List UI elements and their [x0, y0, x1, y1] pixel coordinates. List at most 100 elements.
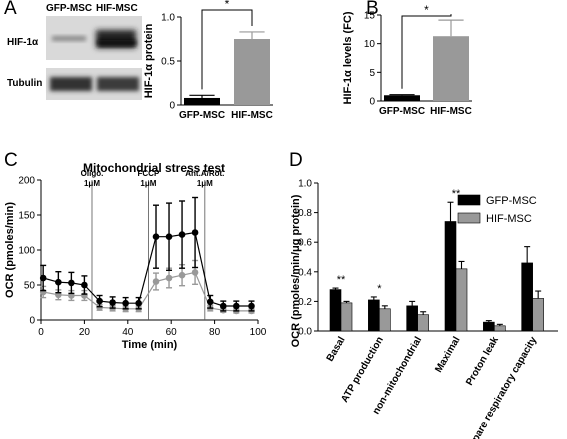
panel-c-xtick-label: 0: [38, 327, 44, 338]
blot-lane-label-gfp: GFP-MSC: [46, 3, 93, 14]
panel-c-injection-dose-2: 1μM: [197, 179, 213, 188]
panel-letter-d: D: [289, 150, 303, 171]
panel-c-point: [191, 229, 199, 236]
panel-c-point: [206, 298, 214, 306]
panel-d-ytick-label: 0.4: [298, 267, 312, 278]
panel-b-category-label-0: GFP-MSC: [379, 106, 425, 117]
panel-a-category-label-0: GFP-MSC: [179, 110, 225, 121]
panel-d-ytick-label: 1.0: [298, 179, 312, 190]
panel-c-point: [178, 231, 186, 238]
panel-a-significance-marker: *: [225, 0, 230, 11]
panel-a-significance-bracket: [201, 9, 253, 90]
panel-c-point: [122, 299, 129, 307]
panel-c-series-line-1: [43, 271, 252, 312]
panel-c-point: [135, 299, 142, 307]
panel-b-y-axis-label: HIF-1α levels (FC): [342, 11, 354, 104]
panel-c-point: [191, 269, 199, 276]
panel-d-category-label-4: Proton leak: [464, 335, 501, 388]
panel-c-point: [68, 279, 75, 287]
panel-c-ytick-label: 150: [18, 211, 35, 222]
panel-c-point: [109, 299, 116, 306]
panel-c-y-axis-label: OCR (pmoles/min): [4, 202, 16, 298]
panel-c-point: [233, 302, 240, 310]
blot-image-tubulin: [46, 68, 142, 100]
panel-d-category-label-1: ATP production: [339, 335, 386, 405]
panel-c-injection-label-0: Oligo.: [81, 169, 104, 178]
panel-d-bar-1-2: [417, 314, 429, 332]
panel-d-ytick-label: 0.6: [298, 238, 312, 249]
panel-a-ytick-label: 1.0: [161, 13, 175, 24]
panel-d-legend-swatch-1: [457, 212, 481, 224]
panel-c-point: [219, 302, 227, 310]
panel-c-point: [152, 278, 160, 285]
panel-b-category-label-1: HIF-MSC: [430, 106, 472, 117]
panel-c-point: [152, 233, 160, 240]
panel-d-ytick-label: 0.2: [298, 297, 312, 308]
panel-c-xtick-label: 80: [209, 327, 221, 338]
panel-d-bar-1-0: [340, 302, 353, 332]
panel-d-bar-1-1: [379, 308, 391, 332]
panel-a-ytick-label: 0.5: [161, 57, 175, 68]
panel-d-significance-marker: **: [337, 274, 346, 286]
panel-c-injection-label-1: FCCP: [138, 169, 160, 178]
panel-c-xtick-label: 100: [250, 327, 267, 338]
panel-c-injection-label-2: Ant.A/Rot.: [185, 169, 224, 178]
panel-d-significance-marker: **: [452, 188, 461, 200]
panel-d-category-label-5: Spare respiratory capacity: [467, 335, 540, 439]
panel-d-bar-1-4: [494, 325, 506, 332]
panel-c-point: [81, 281, 88, 289]
panel-c-point: [165, 274, 173, 282]
panel-c-point: [96, 304, 103, 311]
panel-c-ytick-label: 100: [18, 246, 35, 257]
blot-image-hif1a: [46, 16, 142, 60]
panel-c-ytick-label: 0: [29, 316, 35, 327]
panel-d-legend-swatch-0: [457, 194, 481, 206]
panel-a-ytick-label: 0: [169, 101, 175, 112]
panel-c-xtick-label: 20: [79, 327, 91, 338]
blot-row-label-hif1a: HIF-1α: [7, 37, 39, 48]
panel-c-xtick-label: 40: [122, 327, 134, 338]
panel-b-significance-marker: *: [424, 3, 429, 17]
panel-b-ytick-label: 15: [364, 11, 376, 22]
panel-a-bar-0: [184, 97, 220, 105]
panel-c-point: [178, 271, 186, 279]
panel-a-y-axis-label: HIF-1α protein: [143, 23, 155, 98]
panel-b-significance-bracket: [401, 14, 452, 89]
blot-row-label-tubulin: Tubulin: [7, 78, 43, 89]
panel-d-ytick-label: 0.8: [298, 208, 312, 219]
panel-d-category-label-0: Basal: [325, 335, 348, 364]
panel-d-bar-0-3: [444, 221, 457, 332]
panel-b-ytick-label: 5: [369, 68, 375, 79]
panel-d-ytick-label: 0.0: [298, 327, 312, 338]
panel-b-ytick-label: 0: [369, 97, 375, 108]
panel-a-category-label-1: HIF-MSC: [231, 110, 273, 121]
panel-d-legend-label-0: GFP-MSC: [486, 195, 537, 207]
panel-d-category-label-3: Maximal: [433, 335, 462, 375]
panel-c-point: [55, 278, 62, 286]
panel-c-xtick-label: 60: [166, 327, 178, 338]
panel-a-bar-1: [234, 39, 270, 105]
panel-b-bar-0: [384, 95, 420, 101]
panel-d-significance-marker: *: [377, 283, 382, 295]
panel-c-ytick-label: 50: [24, 281, 36, 292]
panel-d-bar-0-2: [406, 305, 418, 332]
panel-c-point: [39, 274, 47, 282]
panel-c-point: [96, 297, 103, 305]
panel-d-legend-label-1: HIF-MSC: [486, 213, 532, 225]
panel-d-bar-1-5: [532, 298, 544, 332]
panel-c-title: Mitochondrial stress test: [83, 161, 225, 175]
panel-d-bar-0-4: [483, 321, 495, 332]
panel-c-series-line-0: [43, 231, 252, 307]
panel-b-ytick-label: 10: [364, 39, 376, 50]
panel-letter-b: B: [366, 0, 379, 19]
panel-c-point: [165, 233, 173, 240]
panel-d-bar-0-0: [329, 289, 342, 332]
panel-c-ytick-label: 200: [18, 176, 35, 187]
panel-c-x-axis-label: Time (min): [122, 339, 178, 351]
blot-lane-label-hif: HIF-MSC: [96, 3, 138, 14]
panel-b-bar-1: [433, 36, 469, 101]
panel-c-injection-dose-0: 1μM: [84, 179, 100, 188]
panel-letter-c: C: [4, 150, 18, 171]
